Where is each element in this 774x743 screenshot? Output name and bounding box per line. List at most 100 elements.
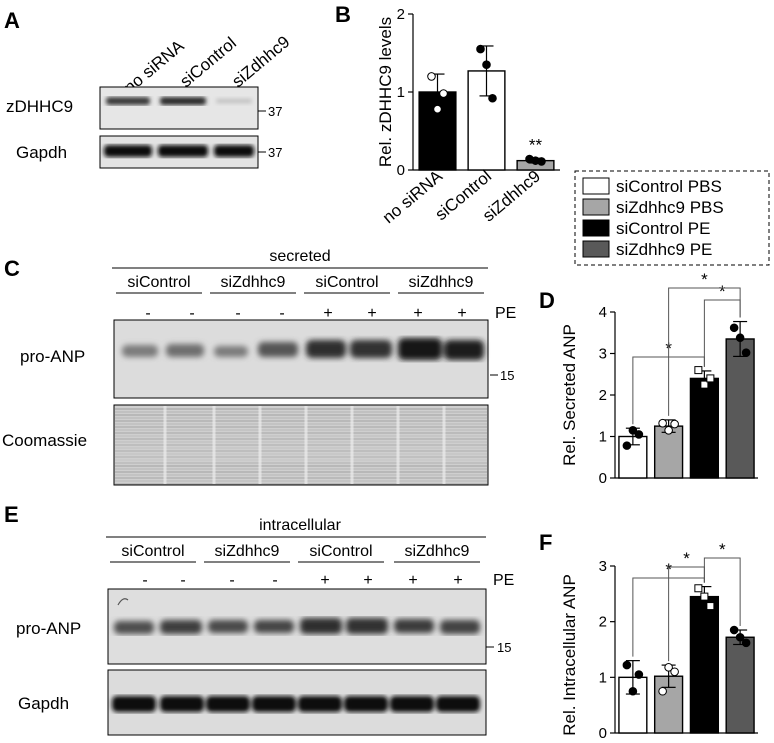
data-point — [482, 60, 491, 69]
data-point — [658, 418, 667, 428]
blot-zdhhc9 — [99, 86, 259, 130]
group-label: siControl — [121, 543, 184, 560]
y-tick-label: 3 — [599, 346, 607, 363]
treatment-sign: + — [363, 572, 372, 589]
band — [160, 696, 204, 712]
band — [440, 620, 480, 634]
band — [206, 696, 250, 712]
data-point — [488, 93, 497, 103]
scratch — [117, 598, 129, 606]
y-tick-label: 2 — [599, 614, 607, 631]
coomassie-stripes — [115, 406, 487, 485]
data-point — [741, 348, 751, 357]
legend-swatch — [582, 219, 610, 237]
data-point — [694, 584, 703, 593]
lane-label-sicontrol: siControl — [176, 33, 240, 91]
band — [306, 340, 346, 358]
marker-37-top: 37 — [268, 104, 282, 119]
data-point — [670, 419, 679, 429]
band — [166, 344, 204, 357]
treatment-sign: + — [413, 305, 422, 322]
data-point — [476, 44, 485, 54]
band-group-pro-anp-c — [122, 338, 484, 360]
band-group-pro-anp-e — [114, 618, 480, 634]
x-tick-label: no siRNA — [379, 166, 447, 227]
pe-label-e: PE — [493, 572, 514, 589]
significance-mark: * — [683, 549, 690, 568]
band — [214, 346, 248, 357]
y-tick-label: 1 — [397, 84, 405, 101]
treatment-sign: + — [457, 305, 466, 322]
group-label: siZdhhc9 — [215, 543, 280, 560]
y-axis-label-d: Rel. Secreted ANP — [560, 324, 579, 466]
panel-label-d: D — [539, 288, 555, 313]
treatment-sign: - — [229, 572, 234, 589]
band-group-gapdh-a — [104, 145, 254, 157]
y-tick-label: 0 — [599, 725, 607, 742]
band — [122, 345, 158, 357]
data-point — [433, 104, 442, 114]
data-point — [622, 441, 632, 450]
legend-swatch — [582, 240, 610, 258]
legend-swatch — [582, 198, 610, 216]
treatment-sign: + — [408, 572, 417, 589]
band — [104, 145, 152, 157]
band — [254, 620, 294, 633]
data-point — [622, 660, 632, 670]
band — [298, 696, 342, 712]
panel-c: C secreted siControl siZdhhc9 siControl siZ… — [2, 248, 516, 486]
significance-mark: ** — [529, 135, 543, 154]
significance-mark: * — [719, 282, 726, 301]
data-point — [658, 686, 667, 696]
band-group-zdhhc9 — [106, 97, 252, 105]
bar — [689, 377, 720, 479]
band — [300, 618, 342, 634]
band — [208, 620, 248, 633]
band — [106, 97, 150, 105]
data-point — [700, 592, 709, 601]
data-point — [537, 157, 546, 166]
legend: siControl PBS siZdhhc9 PBS siControl PE siZ… — [574, 170, 770, 266]
group-label: siZdhhc9 — [405, 543, 470, 560]
band — [112, 696, 156, 712]
treatment-sign: + — [320, 572, 329, 589]
band — [160, 97, 206, 105]
bar — [725, 636, 755, 734]
bar — [653, 425, 684, 479]
legend-swatch — [582, 177, 610, 195]
group-label: siZdhhc9 — [409, 274, 474, 291]
y-tick-label: 4 — [599, 304, 607, 321]
row-label-pro-anp-c: pro-ANP — [20, 347, 85, 366]
band-group-gapdh-e — [112, 696, 480, 712]
legend-label: siZdhhc9 PBS — [616, 198, 724, 217]
data-point — [735, 333, 745, 343]
legend-label: siControl PBS — [616, 177, 722, 196]
row-label-coomassie: Coomassie — [2, 431, 87, 450]
data-point — [634, 670, 644, 679]
header-intracellular: intracellular — [259, 517, 341, 534]
bar — [725, 338, 755, 479]
band — [346, 618, 388, 634]
treatment-sign: + — [323, 305, 332, 322]
treatment-sign: - — [145, 305, 150, 322]
legend-label: siControl PE — [616, 219, 710, 238]
y-axis-label-b: Rel. zDHHC9 levels — [376, 17, 395, 167]
band — [258, 342, 298, 357]
data-point — [634, 430, 644, 439]
treatment-sign: - — [272, 572, 277, 589]
band — [158, 145, 208, 157]
group-label: siControl — [315, 274, 378, 291]
band — [344, 696, 388, 712]
data-point — [628, 425, 638, 435]
band — [390, 696, 434, 712]
legend-label: siZdhhc9 PE — [616, 240, 712, 259]
y-tick-label: 0 — [599, 470, 607, 487]
lane-label-sizdhhc9: siZdhhc9 — [228, 32, 293, 91]
data-point — [664, 663, 673, 672]
treatment-sign: - — [142, 572, 147, 589]
